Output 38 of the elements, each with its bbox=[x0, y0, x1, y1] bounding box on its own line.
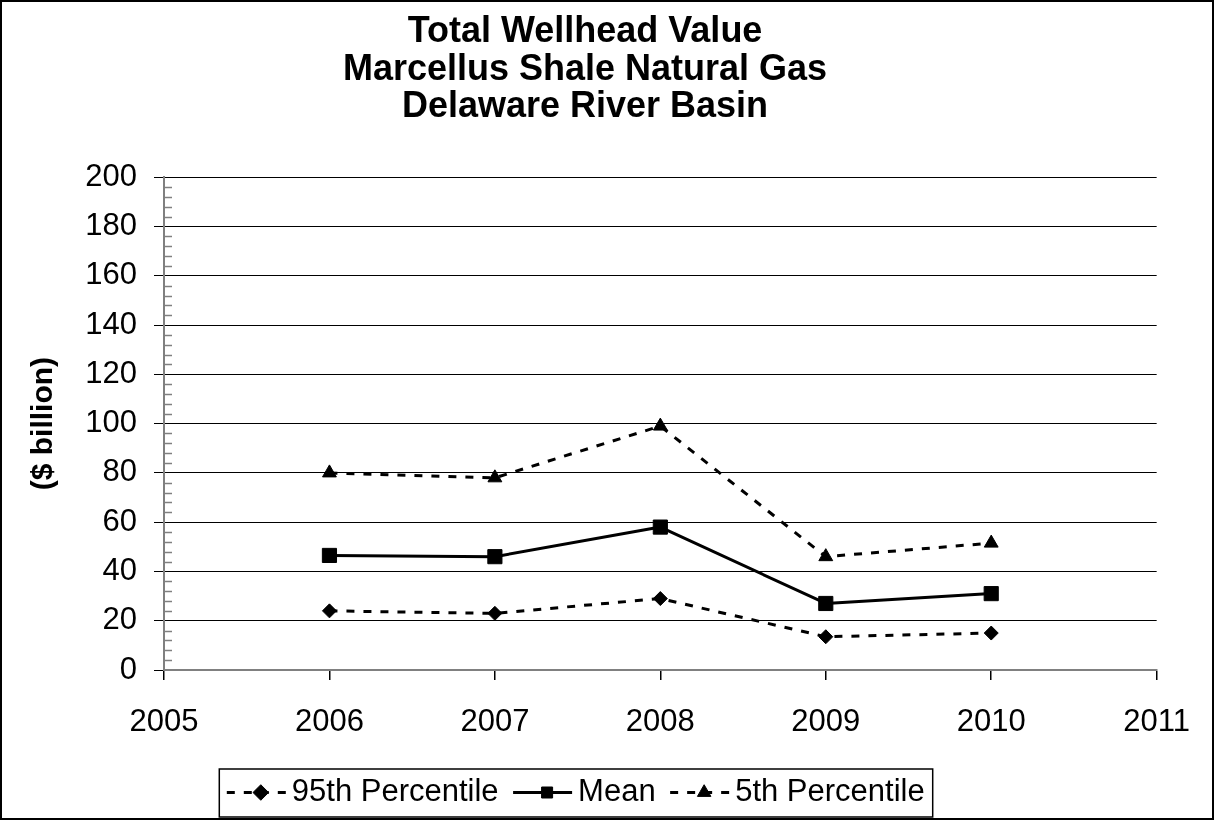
point bbox=[818, 629, 834, 645]
point bbox=[487, 605, 503, 621]
y-axis-title: ($ billion) bbox=[25, 356, 59, 491]
x-tick-label: 2005 bbox=[129, 703, 199, 739]
x-tick-label: 2008 bbox=[625, 703, 695, 739]
point bbox=[652, 417, 668, 431]
x-tick-label: 2011 bbox=[1123, 703, 1190, 739]
point bbox=[322, 464, 337, 478]
y-tick-label: 40 bbox=[102, 551, 137, 587]
y-tick-label: 200 bbox=[85, 157, 137, 193]
point bbox=[487, 469, 503, 483]
point bbox=[321, 547, 338, 563]
y-tick-label: 80 bbox=[102, 453, 137, 489]
chart-title: Total Wellhead Value Marcellus Shale Natural Gas Delaware River Basin bbox=[342, 9, 828, 125]
y-tick-label: 160 bbox=[85, 256, 137, 292]
y-tick-label: 180 bbox=[85, 207, 137, 243]
y-tick-label: 140 bbox=[85, 305, 137, 341]
x-tick-label: 2009 bbox=[791, 703, 861, 739]
y-tick-label: 60 bbox=[102, 502, 137, 538]
x-tick-label: 2007 bbox=[460, 703, 530, 739]
y-tick-label: 120 bbox=[85, 354, 137, 390]
x-tick-label: 2010 bbox=[956, 703, 1026, 739]
y-tick-label: 100 bbox=[85, 404, 137, 440]
point bbox=[321, 603, 337, 619]
point bbox=[487, 549, 503, 565]
point bbox=[983, 534, 999, 548]
y-tick-label: 0 bbox=[119, 650, 137, 686]
point bbox=[652, 519, 668, 535]
x-tick-label: 2006 bbox=[294, 703, 364, 739]
point bbox=[652, 591, 668, 607]
legend-label: 5th Percentile bbox=[735, 773, 925, 809]
point bbox=[983, 625, 999, 641]
point bbox=[818, 595, 834, 612]
y-tick-label: 20 bbox=[102, 601, 137, 637]
legend-label: Mean bbox=[578, 773, 656, 809]
point bbox=[983, 586, 999, 602]
legend-label: 95th Percentile bbox=[291, 773, 499, 809]
point bbox=[818, 548, 834, 562]
